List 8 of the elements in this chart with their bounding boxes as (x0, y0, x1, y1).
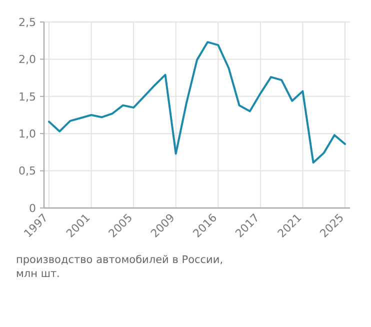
y-tick-label: 2,5 (18, 16, 36, 29)
text: производство автомобилей в России, млн шт. (16, 254, 224, 280)
y-tick-label: 0,5 (18, 164, 36, 178)
y-tick-label: 1,0 (18, 127, 36, 140)
y-tick-label: 2,0 (18, 53, 36, 66)
line-series (48, 41, 346, 164)
y-tick-label: 1,5 (18, 90, 36, 104)
y-tick-label: 0 (29, 202, 36, 215)
